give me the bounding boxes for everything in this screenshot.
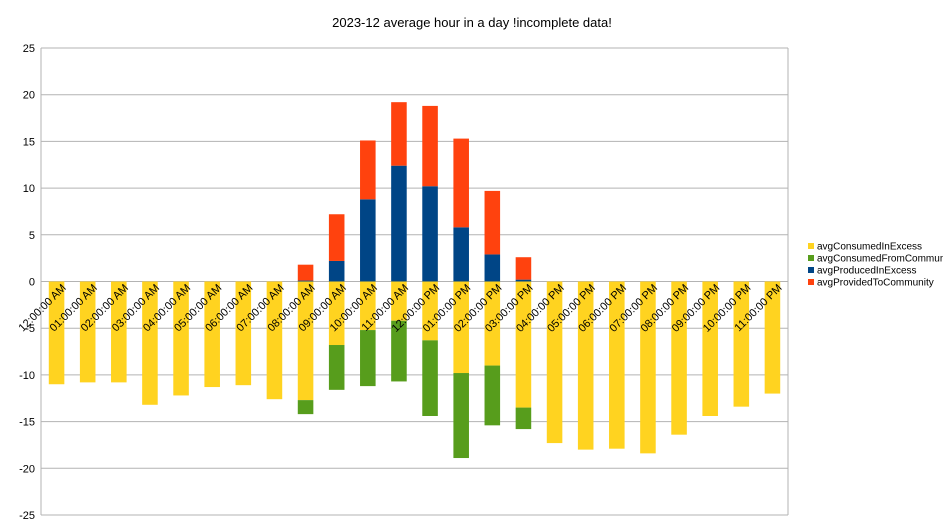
bar-avgConsumedFromCommunity — [360, 330, 376, 387]
bar-avgProducedInExcess — [360, 199, 376, 282]
legend-swatch-avgConsumedFromCommunity — [808, 255, 814, 261]
bar-avgProvidedToCommunity — [297, 264, 314, 281]
bar-avgProvidedToCommunity — [391, 102, 407, 166]
bar-avgProducedInExcess — [484, 254, 501, 282]
bar-avgConsumedInExcess — [609, 281, 625, 449]
bar-avgProvidedToCommunity — [360, 140, 376, 200]
bar-avgProvidedToCommunity — [328, 214, 345, 261]
y-tick-label: -10 — [19, 370, 35, 382]
bar-avgConsumedInExcess — [173, 281, 189, 396]
legend-entry-avgConsumedInExcess: avgConsumedInExcess — [817, 242, 922, 253]
y-tick-label: 0 — [29, 277, 35, 289]
bar-avgConsumedInExcess — [111, 281, 127, 383]
bar-avgProvidedToCommunity — [453, 138, 469, 228]
chart-title: 2023-12 average hour in a day !incomplet… — [332, 15, 612, 30]
bar-avgProvidedToCommunity — [515, 257, 532, 280]
bar-avgConsumedInExcess — [48, 281, 65, 385]
y-tick-label: -25 — [19, 510, 35, 522]
bar-avgConsumedFromCommunity — [453, 373, 469, 459]
bar-avgConsumedInExcess — [142, 281, 158, 405]
bar-avgConsumedInExcess — [702, 281, 718, 416]
bar-avgConsumedFromCommunity — [297, 400, 314, 415]
bar-avgConsumedInExcess — [266, 281, 283, 400]
bar-avgConsumedInExcess — [515, 281, 532, 408]
bar-avgConsumedInExcess — [79, 281, 96, 383]
y-tick-label: 25 — [23, 43, 35, 55]
bar-avgConsumedInExcess — [235, 281, 252, 386]
bar-avgProducedInExcess — [515, 279, 532, 282]
bar-avgConsumedInExcess — [453, 281, 469, 374]
y-tick-label: 20 — [23, 90, 35, 102]
bar-avgConsumedFromCommunity — [515, 407, 532, 430]
legend: avgConsumedInExcessavgConsumedFromCommun… — [808, 242, 943, 289]
legend-swatch-avgConsumedInExcess — [808, 243, 814, 249]
bar-avgConsumedFromCommunity — [422, 340, 438, 416]
legend-entry-avgConsumedFromCommunity: avgConsumedFromCommunity — [817, 254, 943, 265]
bar-avgConsumedInExcess — [640, 281, 656, 454]
bar-avgConsumedInExcess — [546, 281, 563, 444]
bar-avgConsumedInExcess — [360, 281, 376, 331]
bars — [48, 102, 781, 459]
bar-avgConsumedFromCommunity — [391, 320, 407, 382]
bar-avgConsumedInExcess — [577, 281, 594, 450]
y-tick-label: 10 — [23, 183, 35, 195]
y-tick-label: 15 — [23, 136, 35, 148]
bar-avgConsumedInExcess — [733, 281, 750, 407]
bar-avgProducedInExcess — [391, 165, 407, 282]
bar-avgConsumedFromCommunity — [484, 365, 501, 426]
bar-avgProducedInExcess — [328, 260, 345, 282]
bar-avgConsumedInExcess — [328, 281, 345, 346]
legend-entry-avgProducedInExcess: avgProducedInExcess — [817, 266, 917, 277]
y-tick-label: -20 — [19, 463, 35, 475]
y-tick-label: -15 — [19, 417, 35, 429]
legend-swatch-avgProducedInExcess — [808, 267, 814, 273]
legend-swatch-avgProvidedToCommunity — [808, 279, 814, 285]
bar-avgProducedInExcess — [453, 227, 469, 282]
bar-avgConsumedInExcess — [484, 281, 501, 366]
bar-avgProvidedToCommunity — [422, 105, 438, 187]
bar-avgConsumedInExcess — [204, 281, 220, 388]
bar-avgConsumedFromCommunity — [328, 345, 345, 390]
bar-avgProducedInExcess — [297, 280, 314, 282]
gridlines — [40, 47, 789, 516]
y-axis-ticks: 25 20 15 10 5 0 -5 -10 -15 -20 -25 — [19, 43, 35, 522]
bar-avgConsumedInExcess — [671, 281, 687, 435]
bar-avgConsumedInExcess — [422, 281, 438, 341]
bar-avgConsumedInExcess — [297, 281, 314, 401]
y-tick-label: 5 — [29, 230, 35, 242]
bar-avgConsumedInExcess — [391, 281, 407, 321]
bar-avgProducedInExcess — [422, 186, 438, 282]
bar-avgProvidedToCommunity — [484, 190, 501, 255]
bar-avgConsumedInExcess — [764, 281, 781, 394]
legend-entry-avgProvidedToCommunity: avgProvidedToCommunity — [817, 278, 934, 289]
y-tick-label: -5 — [25, 323, 35, 335]
